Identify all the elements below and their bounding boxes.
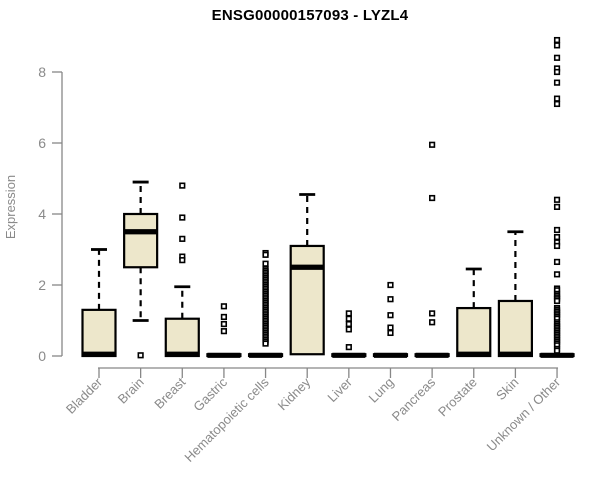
outlier-point [553,42,561,49]
box-group-kidney [289,193,325,356]
box-group-unknown-other [539,36,575,358]
outlier-point [429,319,436,326]
iqr-box [497,299,533,358]
outlier-point [387,312,394,319]
y-tick-label: 4 [38,206,46,222]
outlier-point [179,214,186,221]
outlier-point [553,68,561,76]
outlier-point [345,310,352,317]
box-group-bladder [81,248,117,358]
outlier-point [262,260,269,267]
outlier-point [345,326,352,333]
iqr-box [289,244,325,356]
outlier-point [345,315,352,322]
outlier-point [429,194,436,202]
outlier-point [553,196,561,203]
x-category-label: Gastric [190,374,230,414]
y-tick-label: 2 [38,277,46,293]
iqr-box [456,306,492,358]
outlier-point [345,320,352,328]
y-tick-label: 6 [38,135,46,151]
x-category-label: Bladder [63,374,106,417]
outlier-point [387,329,394,337]
outlier-point [262,340,269,347]
x-category-label: Skin [493,375,521,403]
y-axis: 0 2 4 6 8 Expression [3,64,63,364]
box-group-breast [164,182,200,358]
outlier-point [553,347,561,354]
outlier-point [553,258,561,266]
box-group-brain [123,180,159,359]
box-group-prostate [456,267,492,358]
outlier-point [137,352,144,359]
outlier-point [553,203,561,211]
outlier-point [429,310,436,317]
outlier-point [220,313,228,321]
outlier-point [220,320,228,328]
x-category-label: Liver [324,374,355,405]
outlier-point [262,251,269,258]
x-category-label: Kidney [275,374,314,413]
outlier-point [553,271,561,278]
outlier-point [429,141,436,148]
y-tick-label: 0 [38,348,46,364]
outlier-point [220,328,228,335]
box-group-skin [497,230,533,358]
box-group-gastric [206,303,242,358]
outlier-point [553,95,561,102]
box-group-hematopoietic-cells [247,249,284,358]
outlier-point [553,79,561,86]
box-group-pancreas [414,141,450,358]
box-group-lung [372,281,409,358]
outlier-point [387,296,394,303]
outlier-point [553,100,561,108]
outlier-point [220,303,228,310]
x-category-label: Pancreas [389,374,439,424]
x-category-label: Lung [366,375,397,406]
outlier-point [345,344,352,351]
outlier-point [387,281,394,289]
iqr-box [81,308,117,358]
outlier-point [179,182,186,189]
outlier-point [553,297,561,305]
x-category-label: Prostate [435,375,480,420]
outlier-point [553,242,561,250]
outlier-point [179,257,186,264]
y-axis-title: Expression [3,175,18,239]
outlier-point [179,235,186,242]
outlier-point [553,36,561,44]
box-group-liver [331,310,367,358]
outlier-point [553,226,561,234]
x-category-label: Breast [151,374,188,411]
outlier-point [553,233,561,241]
y-tick-label: 8 [38,64,46,80]
outlier-point [553,54,561,61]
outlier-point [387,324,394,331]
iqr-box [123,212,159,269]
x-category-label: Brain [115,375,147,407]
x-category-label: Unknown / Other [484,374,564,454]
chart-title: ENSG00000157093 - LYZL4 [211,7,409,24]
iqr-box [164,317,200,358]
